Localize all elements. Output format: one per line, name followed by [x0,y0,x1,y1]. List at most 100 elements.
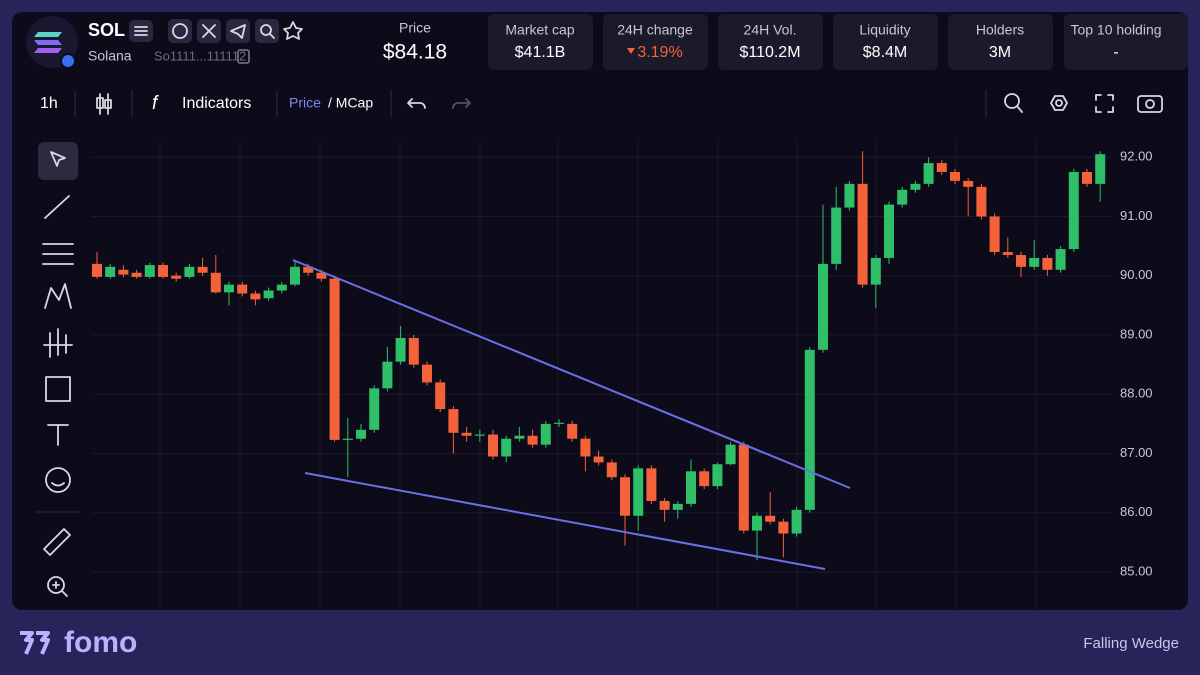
candle-body [382,361,393,389]
y-tick-label: 91.00 [1120,208,1153,223]
text-tool[interactable] [47,424,69,446]
candle-body [831,207,842,264]
candle-body [818,263,828,350]
screenshot-icon[interactable] [1137,95,1163,113]
token-name: Solana [88,48,132,64]
candle-body [92,263,102,277]
candle-body [672,503,683,510]
y-tick-label: 92.00 [1120,149,1153,164]
candle-body [540,423,551,445]
candle-body [936,163,947,173]
stat-label: 24H change [617,22,693,38]
candle-body [303,266,314,273]
stat-card [948,14,1053,70]
price-label: Price [399,20,431,36]
candle-body [646,468,657,501]
search-button[interactable] [255,19,279,43]
stat-card [718,14,823,70]
stat-card [1064,14,1188,70]
candle-body [1095,154,1106,184]
candle-body [1002,252,1013,255]
line-tool[interactable] [44,195,70,219]
candle-body [712,464,723,487]
candle-body [329,278,340,440]
address: So1111...111112 [154,48,246,63]
stat-label: Holders [976,22,1024,38]
telegram-button[interactable] [226,19,250,43]
candle-body [131,272,142,277]
candle-body [593,456,604,463]
candle-body [514,435,525,439]
zoom-tool[interactable] [47,576,65,594]
alert-icon[interactable] [1004,93,1020,109]
fib-tool[interactable] [42,243,74,265]
y-tick-label: 87.00 [1120,445,1153,460]
candle-body [290,266,300,285]
web-button[interactable] [168,19,192,43]
candle-body [910,183,921,190]
candle-body [923,163,934,184]
indicators[interactable]: Indicators [182,95,251,112]
candle-body [699,471,710,487]
candle-body [369,388,380,430]
drawing-tools [36,142,80,597]
candle-type-icon[interactable] [96,93,112,115]
candle-body [976,186,987,217]
candle-body [395,337,406,362]
mcap-toggle[interactable]: / MCap [328,95,373,111]
candle-body [474,434,485,436]
candle-body [435,382,446,410]
undo-icon[interactable] [407,98,426,109]
vertical-grid [159,140,1037,610]
symbol: SOL [88,20,125,40]
candle-body [1068,172,1079,250]
stat-label: Top 10 holding [1070,22,1161,38]
stat-value: 3.19% [637,44,682,61]
candle-body [752,515,762,531]
candle-body [686,471,696,504]
wedge-upper-line [292,259,851,489]
candle-body [210,272,221,293]
stat-label: Liquidity [859,22,910,38]
candle-body [554,422,564,424]
candle-body [197,266,208,273]
candle-body [501,438,512,457]
candle-body [461,432,472,436]
fullscreen-icon[interactable] [1095,94,1114,113]
candle-body [897,189,908,205]
y-tick-label: 90.00 [1120,267,1153,282]
candle-body [263,290,274,299]
candles [92,151,1106,561]
candle-body [448,409,459,433]
candle-body [144,265,155,277]
candle-body [606,462,617,478]
emoji-tool[interactable] [45,467,71,493]
pattern-tool[interactable] [44,283,72,309]
solana-logo [34,32,62,53]
stat-card [833,14,938,70]
redo-icon[interactable] [452,98,471,109]
favorite-icon[interactable] [283,21,303,40]
copy-icon[interactable] [237,49,250,64]
timeframe[interactable]: 1h [40,95,58,112]
y-tick-label: 86.00 [1120,504,1153,519]
stat-value: $8.4M [863,44,907,61]
candle-body [950,172,960,181]
candle-body [1055,249,1066,270]
grid [92,140,1110,610]
settings-icon[interactable] [1050,95,1068,111]
stat-value: 3M [989,44,1011,61]
candle-body [765,515,776,522]
candle-body [725,444,736,465]
candle-body [844,183,855,208]
price-toggle[interactable]: Price [289,95,321,111]
candle-body [567,423,578,439]
candle-body [224,284,234,293]
candle-body [105,266,116,277]
candle-body [171,275,182,279]
candle-body [1016,254,1026,267]
measure-tool[interactable] [43,528,71,556]
prediction-tool[interactable] [43,328,73,358]
shape-tool[interactable] [45,376,71,402]
